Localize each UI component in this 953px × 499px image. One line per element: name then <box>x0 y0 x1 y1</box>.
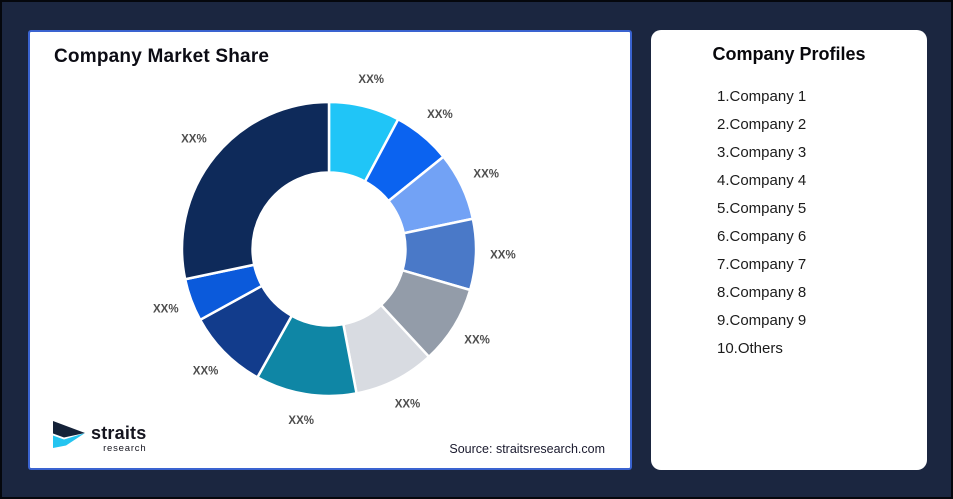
segment-label: XX% <box>193 366 219 378</box>
profile-item: 8.Company 8 <box>717 284 807 301</box>
segment-label: XX% <box>464 334 490 346</box>
segment-label: XX% <box>473 168 499 180</box>
segment-label: XX% <box>490 250 516 262</box>
profile-item: 7.Company 7 <box>717 256 807 273</box>
profiles-list: 1.Company 1 2.Company 2 3.Company 3 4.Co… <box>717 83 927 363</box>
profile-item: 2.Company 2 <box>717 116 807 133</box>
logo-text: straits research <box>91 424 146 454</box>
straits-logo-icon <box>52 420 88 454</box>
source-note: Source: straitsresearch.com <box>449 442 605 456</box>
profile-item: 10.Others <box>717 340 783 357</box>
straits-research-logo: straits research <box>52 420 146 454</box>
segment-label: XX% <box>181 133 207 145</box>
profile-item: 6.Company 6 <box>717 228 807 245</box>
profile-item: 5.Company 5 <box>717 200 807 217</box>
segment-label: XX% <box>153 304 179 316</box>
segment-label: XX% <box>358 74 384 86</box>
donut-chart: XX% XX% XX% XX% XX% XX% XX% XX% XX% XX% <box>153 74 516 427</box>
profile-item: 1.Company 1 <box>717 88 807 105</box>
segment-label: XX% <box>427 109 453 121</box>
profiles-title: Company Profiles <box>712 44 866 64</box>
logo-name: straits <box>91 423 147 443</box>
segment-label: XX% <box>288 415 314 427</box>
profile-item: 9.Company 9 <box>717 312 807 329</box>
market-share-card: Company Market Share XX% XX% XX% XX% XX% XX% X… <box>28 30 632 470</box>
profile-item: 4.Company 4 <box>717 172 807 189</box>
segment-label: XX% <box>395 398 421 410</box>
profile-item: 3.Company 3 <box>717 144 807 161</box>
chart-title: Company Market Share <box>54 46 270 67</box>
logo-subtitle: research <box>103 443 147 454</box>
company-profiles-card: Company Profiles 1.Company 1 2.Company 2… <box>651 30 927 470</box>
donut-segment <box>180 100 331 281</box>
